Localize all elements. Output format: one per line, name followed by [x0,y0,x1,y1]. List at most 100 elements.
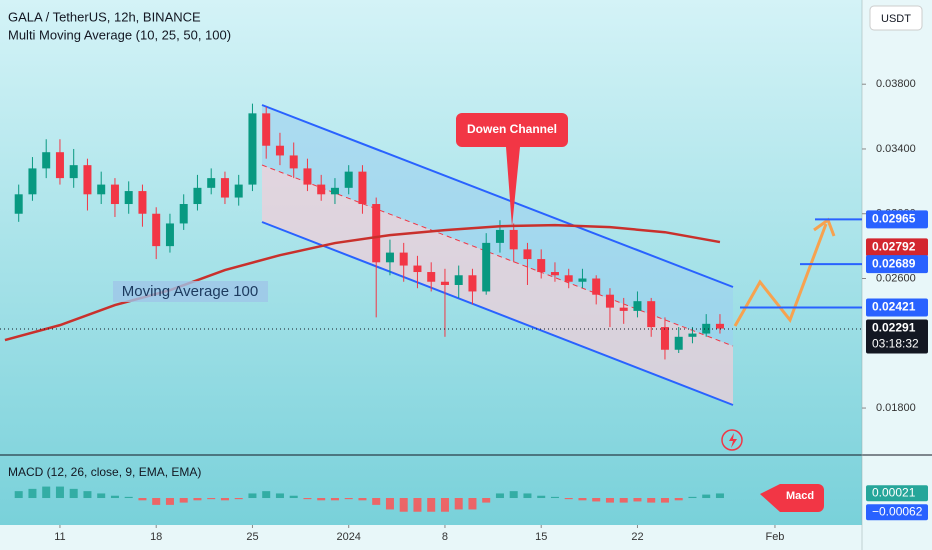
price-tag [866,298,928,317]
candle-body [399,252,408,266]
candle-body [207,178,216,188]
candle-body [592,278,601,295]
price-axis [862,0,932,550]
candle-body [303,168,312,185]
projection-arrow [733,223,828,327]
price-tag [866,238,928,257]
macd-bar [289,495,298,499]
macd-bar [234,498,243,500]
macd-bar [688,496,697,499]
candle-body [69,165,78,179]
candle-body [674,336,683,350]
candle-body [495,229,504,243]
channel-line [261,221,734,406]
candle-body [468,275,477,292]
macd-bar [592,498,601,502]
candle-body [715,323,724,329]
y-tick-label: 0.01800 [876,402,916,414]
macd-bar [427,498,436,512]
y-tick-label: 0.02600 [876,272,916,284]
macd-bar [138,498,147,501]
candle-body [688,333,697,337]
candle-body [262,113,271,146]
macd-bar [482,498,491,503]
candle-body [482,242,491,292]
macd-bar [97,493,106,499]
macd-bar [248,493,257,499]
candle-body [413,265,422,273]
macd-bar [28,488,37,499]
macd-tag [866,504,928,521]
flash-icon[interactable] [721,429,743,451]
candle-body [110,184,119,205]
candle-body [165,223,174,247]
macd-bar [537,495,546,499]
candle-body [124,191,133,205]
macd-bar [564,498,573,500]
chart-title: GALA / TetherUS, 12h, BINANCE [8,9,201,24]
macd-bar [165,498,174,505]
candle-body [633,301,642,311]
macd-bar [495,493,504,499]
macd-bar [399,498,408,512]
channel-mid [261,164,734,347]
macd-bar [275,493,284,499]
candle-body [344,171,353,188]
candle-body [193,187,202,205]
macd-bar [605,498,614,503]
candle-body [537,259,546,273]
callout [456,113,568,227]
candle-body [509,229,518,250]
macd-bar [413,498,422,512]
macd-bar [715,493,724,499]
flash-icon-bolt [729,433,737,448]
candle-body [83,165,92,195]
candle-body [28,168,37,195]
currency-box[interactable] [869,5,923,31]
macd-bar [262,491,271,499]
macd-bar [330,498,339,501]
currency: USDT [881,13,911,25]
macd-bar [633,498,642,502]
candle-body [702,323,711,334]
macd-bar [220,498,229,501]
macd-bar [674,498,683,501]
candle-body [14,194,23,214]
price-tag-label: 0.02792 [872,240,916,254]
x-tick-label: 8 [442,531,448,543]
macd-bar [42,486,51,499]
candle-body [385,252,394,263]
candle-body [427,272,436,282]
price-tag-label: 0.02421 [872,300,916,314]
candle-body [523,249,532,260]
candle-body [605,294,614,308]
candle-body [578,278,587,282]
macd-tag-label: 0.00021 [872,485,916,499]
time-axis [0,525,862,550]
macd-bar [454,498,463,510]
macd-bar [660,498,669,503]
x-tick-label: Feb [765,531,784,543]
macd-bar [124,496,133,499]
macd-bar [702,494,711,499]
candle-body [372,204,381,263]
candle-body [317,184,326,195]
y-tick-label: 0.03800 [876,78,916,90]
macd-bar [468,498,477,510]
macd-callout-text: Macd [786,490,814,502]
macd-bar [207,498,216,500]
macd-bar [385,498,394,510]
macd-bar [344,498,353,500]
candle-body [97,184,106,195]
macd-bar [358,498,367,501]
x-tick-label: 15 [535,531,547,543]
macd-bar [152,498,161,505]
macd-bar [55,486,64,499]
candle-body [138,191,147,214]
macd-bar [83,491,92,499]
macd-bar [550,496,559,499]
macd-bar [372,498,381,505]
price-tag-label: 0.02689 [872,256,916,270]
candle-body [330,187,339,195]
